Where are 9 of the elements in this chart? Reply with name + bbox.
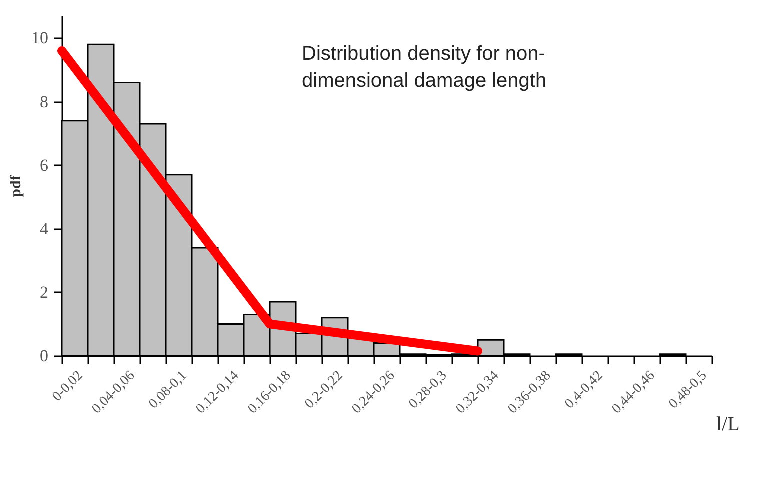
y-tick-label: 6 xyxy=(40,156,48,175)
x-axis-title: l/L xyxy=(716,414,740,436)
y-axis-title: pdf xyxy=(8,174,24,198)
y-tick-label: 0 xyxy=(40,346,48,366)
y-tick-label: 2 xyxy=(40,282,48,302)
y-tick-label: 4 xyxy=(40,219,49,238)
y-tick-label: 8 xyxy=(40,92,48,112)
text: Distribution density for non-dimensional damage length xyxy=(302,43,547,92)
y-tick-label: 10 xyxy=(32,28,48,48)
